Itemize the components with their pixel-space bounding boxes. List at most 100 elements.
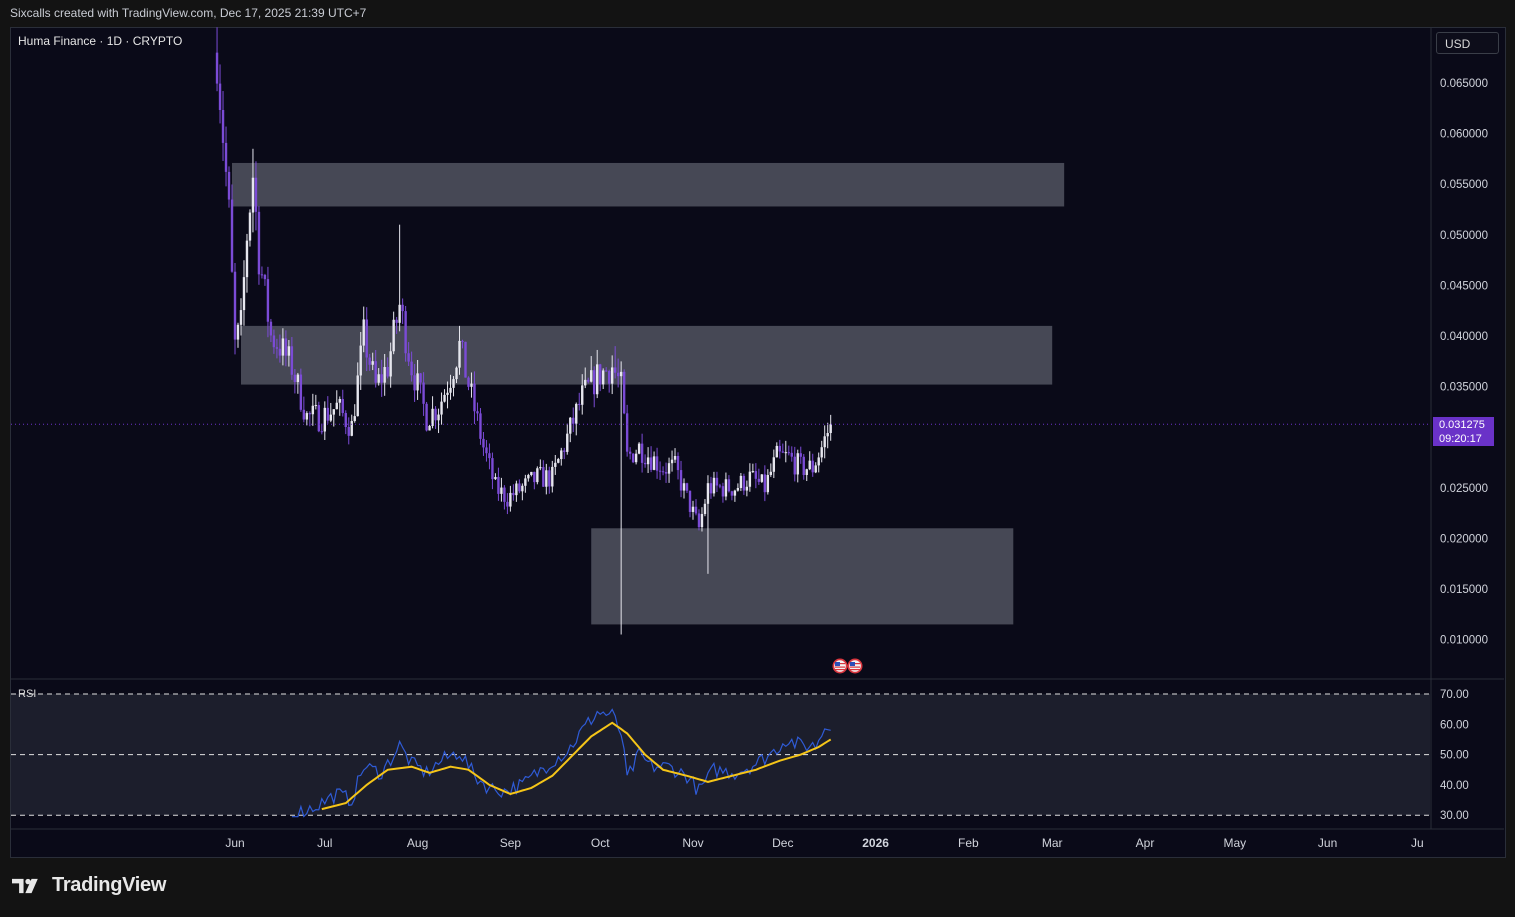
candle-body (748, 471, 752, 487)
candle-body (362, 319, 365, 346)
candle-body (676, 455, 680, 471)
candle-body (476, 411, 479, 414)
candle-body (389, 351, 392, 377)
candle-body (413, 375, 416, 391)
candle-body (643, 462, 647, 465)
candle-body (596, 364, 599, 395)
event-icons-layer (832, 658, 863, 674)
price-tick-label: 0.065000 (1440, 78, 1488, 90)
rsi-ma-line (321, 721, 832, 811)
candle-body (637, 443, 641, 454)
candle-body (515, 483, 518, 496)
candle-body (350, 421, 353, 436)
candle-body (452, 379, 455, 388)
candle-body (781, 451, 784, 453)
candle-body (455, 367, 458, 380)
candle-body (736, 487, 740, 491)
candle-body (598, 364, 602, 385)
candle-body (658, 470, 662, 472)
candle-body (527, 475, 530, 479)
candle-body (548, 470, 551, 487)
candle-body (536, 468, 539, 483)
candle-body (470, 383, 473, 387)
candle-body (601, 370, 605, 385)
candle-body (473, 383, 476, 412)
rsi-pane-layer (11, 693, 1430, 816)
time-tick-label: Dec (772, 836, 793, 850)
candle-body (551, 466, 554, 487)
candle-body (293, 374, 297, 383)
candle-body (613, 367, 617, 373)
candle-body (790, 452, 793, 457)
candle-body (745, 486, 749, 491)
candle-body (766, 474, 770, 493)
candle-body (254, 177, 258, 212)
candle-body (733, 490, 737, 496)
rsi-tick-label: 60.00 (1440, 719, 1469, 731)
candle-body (664, 472, 668, 474)
candle-body (805, 469, 808, 475)
candle-body (584, 379, 587, 386)
candle-body (542, 467, 545, 487)
time-tick-label: Feb (958, 836, 979, 850)
time-tick-label: Jul (317, 836, 332, 850)
candle-body (380, 374, 383, 383)
us-flag-event-icon[interactable] (847, 658, 863, 674)
candle-body (688, 490, 692, 512)
candle-body (395, 319, 398, 323)
us-flag-event-icon[interactable] (832, 658, 848, 674)
candle-body (566, 433, 569, 452)
candle-body (422, 382, 425, 404)
candle-body (700, 514, 704, 528)
candle-body (464, 341, 467, 378)
tradingview-logo[interactable]: TradingView (12, 874, 166, 897)
tradingview-brand: TradingView (52, 874, 167, 896)
candle-body (796, 453, 799, 475)
candle-body (703, 503, 707, 515)
candle-body (248, 212, 252, 241)
candle-body (263, 274, 267, 280)
candle-body (314, 405, 318, 407)
candle-body (266, 279, 270, 322)
candle-body (652, 456, 656, 470)
candle-body (616, 372, 620, 377)
candle-body (218, 83, 222, 110)
candle-body (458, 340, 461, 368)
candle-body (245, 240, 249, 278)
candle-body (425, 403, 428, 431)
rsi-tick-label: 30.00 (1440, 810, 1469, 822)
candle-body (730, 491, 734, 496)
candle-body (817, 457, 820, 466)
candle-body (344, 413, 347, 428)
candle-body (742, 475, 746, 491)
candle-body (518, 483, 521, 492)
price-tick-label: 0.040000 (1440, 331, 1488, 343)
candle-body (793, 456, 796, 475)
candle-body (323, 407, 327, 432)
price-tick-label: 0.035000 (1440, 382, 1488, 394)
candle-body (497, 476, 500, 494)
candle-body (302, 409, 306, 420)
candle-body (317, 405, 321, 432)
candle-body (230, 199, 234, 272)
candle-body (434, 408, 437, 421)
rsi-label: RSI (18, 688, 37, 700)
candle-body (820, 447, 823, 458)
candle-body (449, 387, 452, 393)
candle-body (823, 436, 826, 448)
candle-body (727, 479, 731, 492)
price-tick-label: 0.045000 (1440, 280, 1488, 292)
candle-body (242, 277, 246, 311)
price-tick-label: 0.025000 (1440, 483, 1488, 495)
time-tick-label: Nov (682, 836, 703, 850)
candle-body (365, 319, 368, 358)
candle-body (811, 460, 814, 473)
candle-body (224, 142, 228, 172)
candle-body (305, 413, 309, 420)
candle-body (673, 455, 677, 460)
candle-body (640, 443, 644, 463)
candle-body (431, 408, 434, 426)
candle-body (715, 477, 719, 486)
currency-selector[interactable]: USD (1436, 32, 1499, 54)
